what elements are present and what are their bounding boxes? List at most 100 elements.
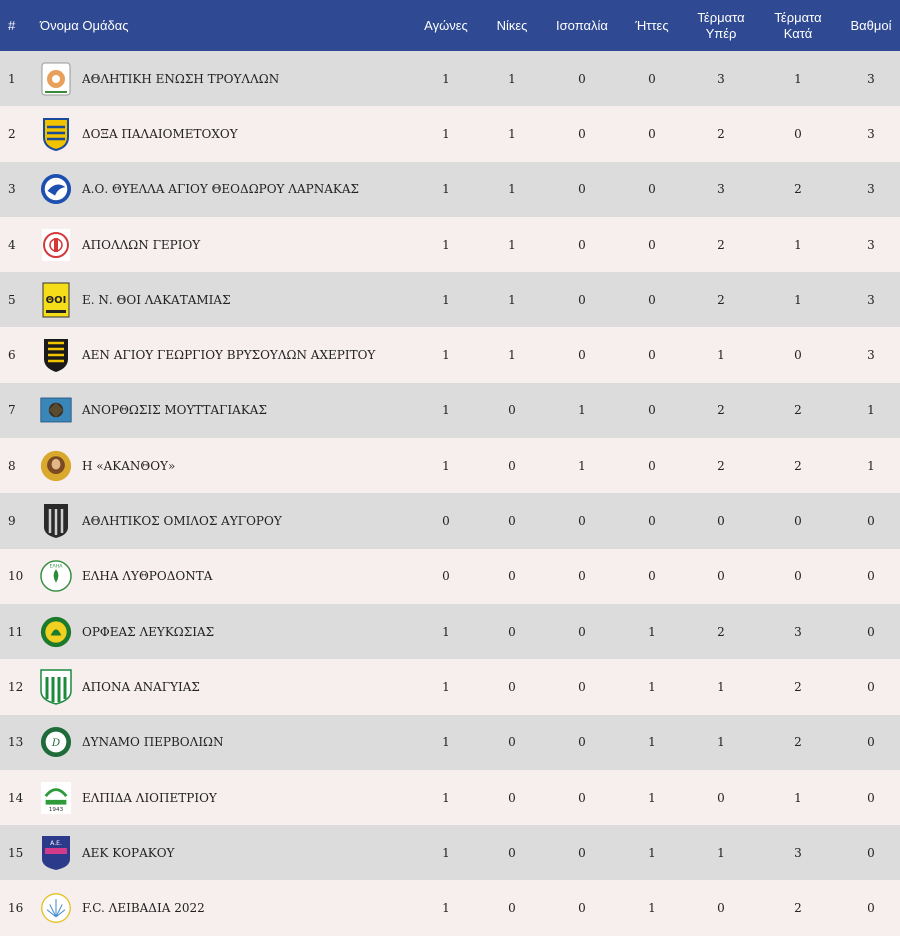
- header-draws[interactable]: Ισοπαλία: [556, 17, 608, 33]
- team-link[interactable]: ΘΟΙ Ε. Ν. ΘΟΙ ΛΑΚΑΤΑΜΙΑΣ: [36, 282, 416, 318]
- header-goals-against[interactable]: Τέρματα Κατά: [754, 0, 842, 51]
- team-cell: ΑΝΟΡΘΩΣΙΣ ΜΟΥΤΤΑΓΙΑΚΑΣ: [36, 383, 416, 438]
- team-link[interactable]: ΑΝΟΡΘΩΣΙΣ ΜΟΥΤΤΑΓΙΑΚΑΣ: [36, 392, 416, 428]
- losses-cell: 0: [648, 348, 656, 363]
- table-row[interactable]: 7 ΑΝΟΡΘΩΣΙΣ ΜΟΥΤΤΑΓΙΑΚΑΣ 1 0 1 0 2 2 1: [0, 382, 900, 439]
- rank-cell: 10: [8, 569, 24, 584]
- losses-cell: 0: [648, 237, 656, 252]
- table-row[interactable]: 4 ΑΠΟΛΛΩΝ ΓΕΡΙΟΥ 1 1 0 0 2 1 3: [0, 216, 900, 273]
- anorthosis-crest-icon: [40, 392, 72, 428]
- goals-for-cell: 2: [717, 458, 725, 473]
- wins-cell: 1: [508, 348, 516, 363]
- header-team-name[interactable]: Όνομα Ομάδας: [40, 17, 129, 33]
- draws-cell: 0: [578, 182, 586, 197]
- goals-for-cell: 0: [717, 569, 725, 584]
- played-cell: 1: [442, 403, 450, 418]
- header-rank[interactable]: #: [8, 17, 16, 33]
- played-cell: 1: [442, 292, 450, 307]
- table-row[interactable]: 2 ΔΟΞΑ ΠΑΛΑΙΟΜΕΤΟΧΟΥ 1 1 0 0 2 0 3: [0, 106, 900, 162]
- team-link[interactable]: Α.Ο. ΘΥΕΛΛΑ ΑΓΙΟΥ ΘΕΟΔΩΡΟΥ ΛΑΡΝΑΚΑΣ: [36, 171, 416, 207]
- played-cell: 1: [442, 458, 450, 473]
- draws-cell: 0: [578, 292, 586, 307]
- team-link[interactable]: ΑΕΝ ΑΓΙΟΥ ΓΕΩΡΓΙΟΥ ΒΡΥΣΟΥΛΩΝ ΑΧΕΡΙΤΟΥ: [36, 337, 416, 373]
- team-name: ΔΥΝΑΜΟ ΠΕΡΒΟΛΙΩΝ: [82, 735, 224, 750]
- played-cell: 0: [442, 569, 450, 584]
- header-played[interactable]: Αγώνες: [424, 17, 468, 33]
- table-row[interactable]: 12 ΑΠΟΝΑ ΑΝΑΓΥΙΑΣ 1 0 0 1 1 2 0: [0, 659, 900, 715]
- header-wins[interactable]: Νίκες: [496, 17, 528, 33]
- draws-cell: 0: [578, 845, 586, 860]
- header-losses[interactable]: Ήττες: [635, 17, 669, 33]
- points-cell: 3: [867, 292, 875, 307]
- rank-cell: 2: [8, 126, 16, 141]
- team-cell: ΑΘΛΗΤΙΚΗ ΕΝΩΣΗ ΤΡΟΥΛΛΩΝ: [36, 51, 416, 106]
- team-link[interactable]: ΑΠΟΛΛΩΝ ΓΕΡΙΟΥ: [36, 227, 416, 263]
- dynamo-crest-icon: D: [40, 724, 72, 760]
- played-cell: 1: [442, 679, 450, 694]
- header-points[interactable]: Βαθμοί: [850, 17, 892, 33]
- table-row[interactable]: 10 ΕΛΗΑ ΕΛΗΑ ΛΥΘΡΟΔΟΝΤΑ 0 0 0 0 0 0 0: [0, 548, 900, 604]
- played-cell: 0: [442, 514, 450, 529]
- goals-against-cell: 0: [794, 348, 802, 363]
- table-row[interactable]: 8 Η «ΑΚΑΝΘΟΥ» 1 0 1 0 2 2 1: [0, 438, 900, 494]
- table-row[interactable]: 6 ΑΕΝ ΑΓΙΟΥ ΓΕΩΡΓΙΟΥ ΒΡΥΣΟΥΛΩΝ ΑΧΕΡΙΤΟΥ 1 1…: [0, 327, 900, 383]
- orfeas-crest-icon: [40, 614, 72, 650]
- played-cell: 1: [442, 182, 450, 197]
- points-cell: 0: [867, 735, 875, 750]
- table-row[interactable]: 9 ΑΘΛΗΤΙΚΟΣ ΟΜΙΛΟΣ ΑΥΓΟΡΟΥ 0 0 0 0 0 0 0: [0, 493, 900, 549]
- draws-cell: 0: [578, 901, 586, 916]
- team-cell: D ΔΥΝΑΜΟ ΠΕΡΒΟΛΙΩΝ: [36, 715, 416, 770]
- team-link[interactable]: Α.Ε. ΑΕΚ ΚΟΡΑΚΟΥ: [36, 835, 416, 871]
- wins-cell: 0: [508, 458, 516, 473]
- table-row[interactable]: 13 D ΔΥΝΑΜΟ ΠΕΡΒΟΛΙΩΝ 1 0 0 1 1 2 0: [0, 714, 900, 770]
- team-link[interactable]: ΟΡΦΕΑΣ ΛΕΥΚΩΣΙΑΣ: [36, 614, 416, 650]
- svg-text:1943: 1943: [49, 807, 64, 813]
- goals-against-cell: 2: [794, 182, 802, 197]
- team-link[interactable]: ΑΠΟΝΑ ΑΝΑΓΥΙΑΣ: [36, 669, 416, 705]
- losses-cell: 1: [648, 624, 656, 639]
- team-link[interactable]: ΑΘΛΗΤΙΚΟΣ ΟΜΙΛΟΣ ΑΥΓΟΡΟΥ: [36, 503, 416, 539]
- points-cell: 0: [867, 845, 875, 860]
- team-link[interactable]: D ΔΥΝΑΜΟ ΠΕΡΒΟΛΙΩΝ: [36, 724, 416, 760]
- table-row[interactable]: 15 Α.Ε. ΑΕΚ ΚΟΡΑΚΟΥ 1 0 0 1 1 3 0: [0, 825, 900, 881]
- table-row[interactable]: 16 F.C. ΛΕΙΒΑΔΙΑ 2022 1 0 0 1 0 2 0: [0, 880, 900, 936]
- team-link[interactable]: ΑΘΛΗΤΙΚΗ ΕΝΩΣΗ ΤΡΟΥΛΛΩΝ: [36, 61, 416, 97]
- goals-against-cell: 1: [794, 71, 802, 86]
- goals-for-cell: 2: [717, 624, 725, 639]
- team-cell: ΔΟΞΑ ΠΑΛΑΙΟΜΕΤΟΧΟΥ: [36, 106, 416, 161]
- team-link[interactable]: 1943 ΕΛΠΙΔΑ ΛΙΟΠΕΤΡΙΟΥ: [36, 780, 416, 816]
- team-cell: Α.Ε. ΑΕΚ ΚΟΡΑΚΟΥ: [36, 825, 416, 880]
- header-goals-for[interactable]: Τέρματα Υπέρ: [688, 0, 754, 51]
- losses-cell: 0: [648, 126, 656, 141]
- team-link[interactable]: ΕΛΗΑ ΕΛΗΑ ΛΥΘΡΟΔΟΝΤΑ: [36, 558, 416, 594]
- team-cell: F.C. ΛΕΙΒΑΔΙΑ 2022: [36, 880, 416, 935]
- table-row[interactable]: 5 ΘΟΙ Ε. Ν. ΘΟΙ ΛΑΚΑΤΑΜΙΑΣ 1 1 0 0 2 1 3: [0, 272, 900, 328]
- team-link[interactable]: Η «ΑΚΑΝΘΟΥ»: [36, 448, 416, 484]
- points-cell: 0: [867, 624, 875, 639]
- draws-cell: 0: [578, 679, 586, 694]
- rank-cell: 11: [8, 624, 24, 639]
- wins-cell: 0: [508, 679, 516, 694]
- goals-against-cell: 2: [794, 403, 802, 418]
- table-row[interactable]: 1 ΑΘΛΗΤΙΚΗ ΕΝΩΣΗ ΤΡΟΥΛΛΩΝ 1 1 0 0 3 1 3: [0, 51, 900, 107]
- goals-for-cell: 0: [717, 790, 725, 805]
- elpida-crest-icon: 1943: [40, 780, 72, 816]
- goals-for-cell: 2: [717, 403, 725, 418]
- goals-against-cell: 3: [794, 624, 802, 639]
- team-link[interactable]: ΔΟΞΑ ΠΑΛΑΙΟΜΕΤΟΧΟΥ: [36, 116, 416, 152]
- goals-for-cell: 2: [717, 237, 725, 252]
- draws-cell: 1: [578, 403, 586, 418]
- goals-for-cell: 2: [717, 126, 725, 141]
- draws-cell: 0: [578, 514, 586, 529]
- goals-for-cell: 1: [717, 845, 725, 860]
- goals-against-cell: 2: [794, 458, 802, 473]
- table-row[interactable]: 3 Α.Ο. ΘΥΕΛΛΑ ΑΓΙΟΥ ΘΕΟΔΩΡΟΥ ΛΑΡΝΑΚΑΣ 1 1 0 0…: [0, 161, 900, 217]
- team-link[interactable]: F.C. ΛΕΙΒΑΔΙΑ 2022: [36, 890, 416, 926]
- team-cell: ΑΠΟΝΑ ΑΝΑΓΥΙΑΣ: [36, 659, 416, 714]
- rank-cell: 6: [8, 348, 16, 363]
- table-row[interactable]: 14 1943 ΕΛΠΙΔΑ ΛΙΟΠΕΤΡΙΟΥ 1 0 0 1 0 1 0: [0, 769, 900, 826]
- points-cell: 3: [867, 237, 875, 252]
- played-cell: 1: [442, 624, 450, 639]
- team-cell: ΑΘΛΗΤΙΚΟΣ ΟΜΙΛΟΣ ΑΥΓΟΡΟΥ: [36, 493, 416, 548]
- table-row[interactable]: 11 ΟΡΦΕΑΣ ΛΕΥΚΩΣΙΑΣ 1 0 0 1 2 3 0: [0, 603, 900, 660]
